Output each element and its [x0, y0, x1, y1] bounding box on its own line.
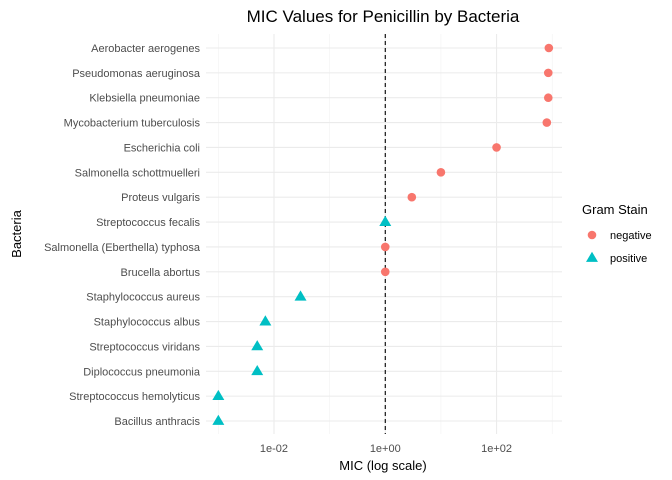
y-tick-label: Mycobacterium tuberculosis — [64, 118, 201, 130]
y-tick-label: Streptococcus fecalis — [96, 217, 200, 229]
data-point-negative — [380, 242, 390, 252]
y-tick-label: Aerobacter aerogenes — [91, 43, 200, 55]
data-point-negative — [544, 43, 554, 53]
legend-title: Gram Stain — [582, 202, 648, 217]
legend-entries: negative positive — [586, 230, 652, 265]
x-tick-labels: 1e-02 1e+00 1e+02 — [260, 443, 512, 455]
legend-label: negative — [610, 230, 652, 242]
data-point-positive — [212, 414, 225, 425]
y-tick-label: Escherichia coli — [124, 142, 200, 154]
x-axis-title: MIC (log scale) — [339, 458, 426, 473]
legend-key-positive — [586, 251, 598, 262]
legend-key-negative — [587, 230, 597, 240]
y-tick-label: Salmonella schottmuelleri — [75, 167, 200, 179]
data-point-positive — [251, 364, 264, 376]
data-point-positive — [379, 215, 392, 226]
data-point-negative — [543, 93, 553, 103]
data-point-positive — [212, 389, 225, 401]
y-tick-label: Klebsiella pneumoniae — [89, 93, 200, 105]
y-tick-label: Proteus vulgaris — [121, 192, 200, 204]
data-point-negative — [492, 143, 501, 152]
data-point-negative — [436, 168, 446, 177]
y-tick-label: Staphylococcus albus — [94, 317, 201, 329]
legend: Gram Stain negative positive — [582, 202, 652, 265]
data-point-negative — [543, 68, 553, 78]
x-tick-label: 1e+02 — [481, 443, 512, 455]
data-points — [212, 43, 554, 425]
x-tick-label: 1e+00 — [370, 443, 401, 455]
data-point-positive — [259, 315, 272, 326]
plot-panel — [206, 34, 562, 434]
x-tick-label: 1e-02 — [260, 443, 288, 455]
y-tick-label: Pseudomonas aeruginosa — [72, 68, 201, 80]
y-tick-label: Diplococcus pneumonia — [83, 366, 201, 378]
y-tick-label: Streptococcus viridans — [89, 341, 200, 353]
y-tick-label: Brucella abortus — [121, 267, 201, 279]
data-point-negative — [380, 267, 390, 277]
y-tick-label: Streptococcus hemolyticus — [69, 391, 200, 403]
data-point-negative — [407, 192, 417, 202]
data-point-negative — [542, 118, 552, 127]
y-tick-label: Bacillus anthracis — [114, 416, 200, 428]
y-tick-label: Staphylococcus aureus — [86, 292, 200, 304]
legend-label: positive — [610, 253, 647, 265]
y-axis-title: Bacteria — [9, 209, 24, 257]
chart-title: MIC Values for Penicillin by Bacteria — [247, 7, 520, 26]
y-tick-labels: Aerobacter aerogenes Pseudomonas aerugino… — [44, 43, 201, 428]
data-point-positive — [294, 290, 307, 301]
data-point-positive — [251, 340, 264, 351]
y-tick-label: Salmonella (Eberthella) typhosa — [44, 242, 201, 254]
